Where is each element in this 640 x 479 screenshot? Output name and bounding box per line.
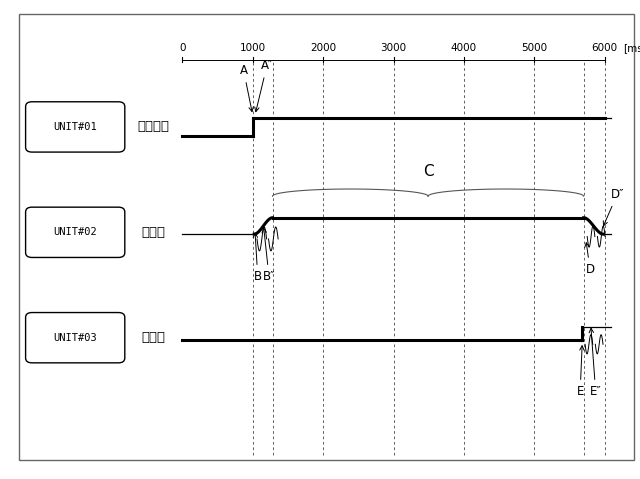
Text: [ms]: [ms] [623,43,640,53]
Text: B″: B″ [262,228,275,283]
Text: E: E [577,346,584,398]
Text: C: C [423,164,433,180]
Text: ランプ: ランプ [141,331,166,344]
FancyBboxPatch shape [26,207,125,258]
Text: D″: D″ [604,188,624,226]
FancyBboxPatch shape [26,102,125,152]
Text: スイッチ: スイッチ [138,120,170,134]
Text: 6000: 6000 [592,43,618,53]
Text: A″: A″ [255,59,273,112]
FancyBboxPatch shape [26,313,125,363]
Text: 0: 0 [179,43,186,53]
Text: E″: E″ [589,328,602,398]
Text: 3000: 3000 [381,43,406,53]
Text: 5000: 5000 [522,43,547,53]
Text: UNIT#03: UNIT#03 [53,333,97,342]
Text: 2000: 2000 [310,43,336,53]
Text: UNIT#02: UNIT#02 [53,228,97,237]
Text: 1000: 1000 [240,43,266,53]
Text: D: D [585,243,595,276]
Text: B: B [253,233,262,283]
Text: UNIT#01: UNIT#01 [53,122,97,132]
Text: 4000: 4000 [451,43,477,53]
Text: A: A [239,64,253,112]
Text: サーボ: サーボ [141,226,166,239]
